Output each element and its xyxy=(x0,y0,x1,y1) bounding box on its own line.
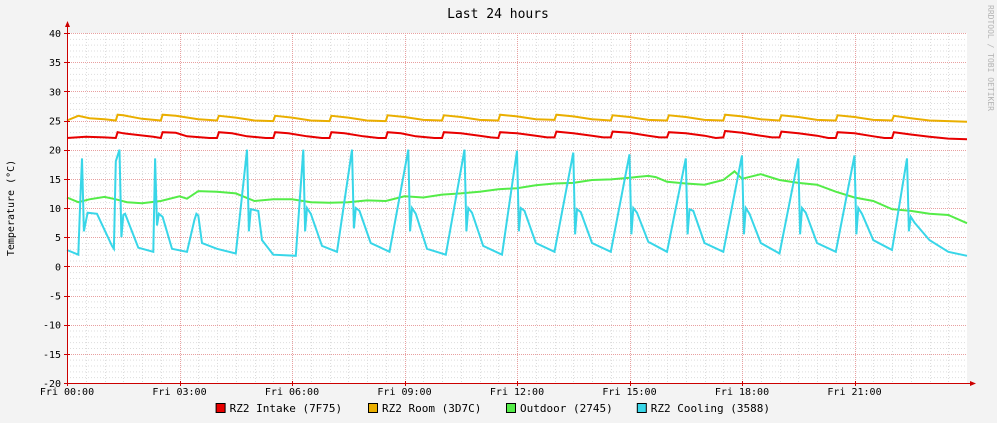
y-axis-label: Temperature (°C) xyxy=(6,160,17,256)
axes xyxy=(64,21,976,386)
legend-swatch-1 xyxy=(215,403,226,413)
legend-label-1: RZ2 Intake (7F75) xyxy=(230,402,343,415)
y-tick-label: 25 xyxy=(49,117,61,128)
y-tick-label: 30 xyxy=(49,87,61,98)
x-tick-label: Fri 06:00 xyxy=(265,387,319,398)
x-axis-arrow xyxy=(970,381,976,386)
chart-title: Last 24 hours xyxy=(447,7,549,22)
y-tick-label: 20 xyxy=(49,146,61,157)
grid-lines xyxy=(67,33,967,384)
y-tick-label: 35 xyxy=(49,58,61,69)
y-tick-label: 40 xyxy=(49,29,61,40)
legend: RZ2 Intake (7F75) RZ2 Room (3D7C) Outdoor … xyxy=(215,402,770,415)
y-tick-label: 15 xyxy=(49,175,61,186)
series-line-2 xyxy=(66,113,968,123)
y-tick-label: -15 xyxy=(43,350,61,361)
series-line-4 xyxy=(66,149,968,257)
series-layer xyxy=(66,113,968,257)
x-tick-label: Fri 21:00 xyxy=(827,387,881,398)
x-tick-label: Fri 09:00 xyxy=(377,387,431,398)
legend-label-2: RZ2 Room (3D7C) xyxy=(382,402,481,415)
x-tick-label: Fri 03:00 xyxy=(152,387,206,398)
y-tick-labels: 40 35 30 25 20 15 10 5 0 -5 -10 -15 -20 xyxy=(43,29,61,390)
legend-swatch-4 xyxy=(636,403,647,413)
y-axis-arrow xyxy=(65,21,70,27)
x-tick-label: Fri 00:00 xyxy=(40,387,94,398)
legend-label-4: RZ2 Cooling (3588) xyxy=(651,402,770,415)
legend-swatch-3 xyxy=(506,403,516,413)
y-tick-label: -10 xyxy=(43,321,61,332)
legend-label-3: Outdoor (2745) xyxy=(520,402,613,415)
x-tick-label: Fri 18:00 xyxy=(715,387,769,398)
x-tick-label: Fri 12:00 xyxy=(490,387,544,398)
y-tick-label: 5 xyxy=(55,233,61,244)
legend-swatch-2 xyxy=(368,403,378,413)
series-line-1 xyxy=(66,129,968,141)
x-tick-labels: Fri 00:00 Fri 03:00 Fri 06:00 Fri 09:00 Fri … xyxy=(40,387,882,398)
y-tick-label: 0 xyxy=(55,262,61,273)
y-tick-label: 10 xyxy=(49,204,61,215)
x-tick-label: Fri 15:00 xyxy=(602,387,656,398)
series-line-3 xyxy=(66,169,968,225)
y-tick-label: -5 xyxy=(49,292,61,303)
rrdtool-watermark: RRDTOOL / TOBI OETIKER xyxy=(986,5,995,111)
y-tick-label: -20 xyxy=(43,379,61,390)
